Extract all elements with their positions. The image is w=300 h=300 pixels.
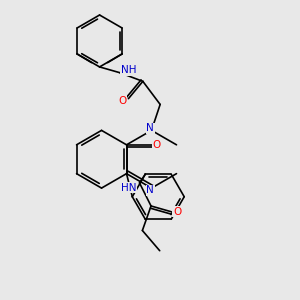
Text: N: N <box>146 123 154 133</box>
Text: NH: NH <box>121 65 136 75</box>
Text: O: O <box>173 207 181 217</box>
Text: O: O <box>152 140 160 150</box>
Text: HN: HN <box>121 182 136 193</box>
Text: O: O <box>118 96 127 106</box>
Text: N: N <box>146 185 154 195</box>
